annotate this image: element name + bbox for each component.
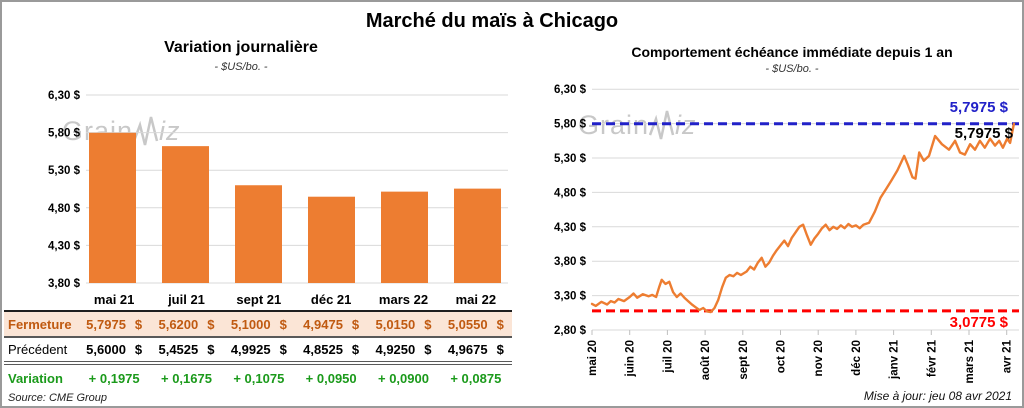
- svg-text:juin 20: juin 20: [625, 340, 637, 377]
- table-cell: + 0,1075: [233, 370, 285, 386]
- svg-text:5,30 $: 5,30 $: [554, 153, 587, 165]
- watermark-text: iz: [159, 115, 181, 146]
- watermark-text: iz: [675, 109, 697, 140]
- svg-text:3,30 $: 3,30 $: [554, 291, 587, 303]
- column-header: juil 21: [168, 291, 205, 307]
- svg-text:3,80 $: 3,80 $: [48, 278, 81, 290]
- svg-text:févr 21: févr 21: [926, 339, 938, 377]
- table-header-row: mai 21 juil 21 sept 21 déc 21 mars 22 ma…: [4, 288, 512, 312]
- table-cell: 5,1000 $: [230, 316, 287, 332]
- source-note: Source: CME Group: [8, 392, 108, 404]
- line-chart-title: Comportement échéance immédiate depuis 1…: [631, 44, 953, 60]
- line-chart-svg: 6,30 $ 5,80 $ 5,30 $ 4,80 $ 4,30 $ 3,80 $ 3,30…: [554, 84, 1019, 383]
- unit: $: [424, 316, 432, 332]
- table-cell: 5,7975 $: [86, 316, 143, 332]
- table-cell: + 0,0900: [378, 370, 429, 386]
- svg-text:5,80 $: 5,80 $: [48, 128, 81, 140]
- bar-chart-subtitle: - $US/bo. -: [214, 61, 268, 73]
- price-table: mai 21 juil 21 sept 21 déc 21 mars 22 ma…: [4, 288, 512, 391]
- svg-text:juil 20: juil 20: [662, 340, 674, 374]
- table-cell: + 0,0875: [450, 370, 502, 386]
- table-cell: 4,9675 $: [447, 342, 504, 357]
- table-cell: + 0,1675: [161, 370, 212, 386]
- bar-chart-title: Variation journalière: [164, 39, 318, 56]
- unit: $: [134, 342, 143, 357]
- svg-text:janv 21: janv 21: [889, 339, 901, 380]
- unit: $: [424, 342, 432, 357]
- table-cell: + 0,0950: [305, 370, 357, 386]
- unit: $: [279, 316, 287, 332]
- table-row-precedent: Précédent 5,6000 $ 5,4525 $ 4,9925 $ 4,8525…: [4, 338, 512, 365]
- grainwiz-watermark: Grain iz: [578, 108, 697, 142]
- svg-text:déc 20: déc 20: [851, 340, 863, 376]
- unit: $: [207, 316, 215, 332]
- svg-text:2,80 $: 2,80 $: [554, 325, 587, 337]
- table-row-variation: Variation + 0,1975 + 0,1675 + 0,1075 + 0…: [4, 365, 512, 391]
- table-cell: + 0,1975: [88, 370, 140, 386]
- column-header: mars 22: [378, 291, 429, 307]
- svg-text:4,30 $: 4,30 $: [48, 240, 81, 252]
- svg-text:mai 20: mai 20: [587, 340, 599, 376]
- bar-chart-svg: 6,30 $ 5,80 $ 5,30 $ 4,80 $ 4,30 $ 3,80 $: [48, 90, 508, 290]
- table-cell: 5,0550 $: [447, 316, 504, 332]
- table-cell: 5,4525 $: [158, 342, 215, 357]
- table-cell: 5,0150 $: [375, 316, 432, 332]
- update-note: Mise à jour: jeu 08 avr 2021: [863, 389, 1012, 403]
- column-header: mai 21: [93, 291, 135, 307]
- svg-text:6,30 $: 6,30 $: [554, 84, 587, 96]
- svg-text:4,80 $: 4,80 $: [48, 203, 81, 215]
- unit: $: [207, 342, 215, 357]
- table-cell: 4,9475 $: [303, 316, 360, 332]
- column-header: mai 22: [455, 291, 497, 307]
- svg-text:sept 20: sept 20: [738, 340, 750, 380]
- svg-text:5,80 $: 5,80 $: [554, 119, 587, 131]
- svg-text:avr 21: avr 21: [1002, 339, 1014, 373]
- unit: $: [496, 342, 504, 357]
- row-label: Fermeture: [8, 316, 72, 332]
- page-title: Marché du maïs à Chicago: [365, 10, 619, 32]
- high-line-label: 5,7975 $: [949, 99, 1008, 116]
- table-row-fermeture: Fermeture 5,7975 $ 5,6200 $ 5,1000 $ 4,9475…: [4, 312, 512, 338]
- svg-text:oct 20: oct 20: [776, 340, 788, 373]
- svg-text:août 20: août 20: [700, 340, 712, 380]
- unit: $: [351, 342, 360, 357]
- svg-text:3,80 $: 3,80 $: [554, 256, 587, 268]
- unit: $: [279, 342, 287, 357]
- svg-text:mars 21: mars 21: [964, 339, 976, 383]
- row-label: Précédent: [8, 342, 68, 357]
- unit: $: [496, 316, 504, 332]
- row-label: Variation: [8, 370, 63, 386]
- table-cell: 4,8525 $: [303, 342, 360, 357]
- column-header: déc 21: [310, 291, 352, 307]
- table-cell: 5,6200 $: [158, 316, 215, 332]
- svg-text:5,30 $: 5,30 $: [48, 165, 81, 177]
- svg-text:4,80 $: 4,80 $: [554, 187, 587, 199]
- unit: $: [134, 316, 143, 332]
- svg-text:6,30 $: 6,30 $: [48, 90, 81, 102]
- table-cell: 4,9925 $: [230, 342, 287, 357]
- line-chart-subtitle: - $US/bo. -: [765, 63, 819, 75]
- table-cell: 4,9250 $: [375, 342, 432, 357]
- unit: $: [351, 316, 360, 332]
- svg-text:nov 20: nov 20: [813, 340, 825, 376]
- pulse-icon: [133, 116, 159, 146]
- svg-text:4,30 $: 4,30 $: [554, 222, 587, 234]
- table-cell: 5,6000 $: [86, 342, 143, 357]
- last-price-label: 5,7975 $: [954, 125, 1013, 142]
- low-line-label: 3,0775 $: [949, 314, 1008, 331]
- column-header: sept 21: [236, 291, 282, 307]
